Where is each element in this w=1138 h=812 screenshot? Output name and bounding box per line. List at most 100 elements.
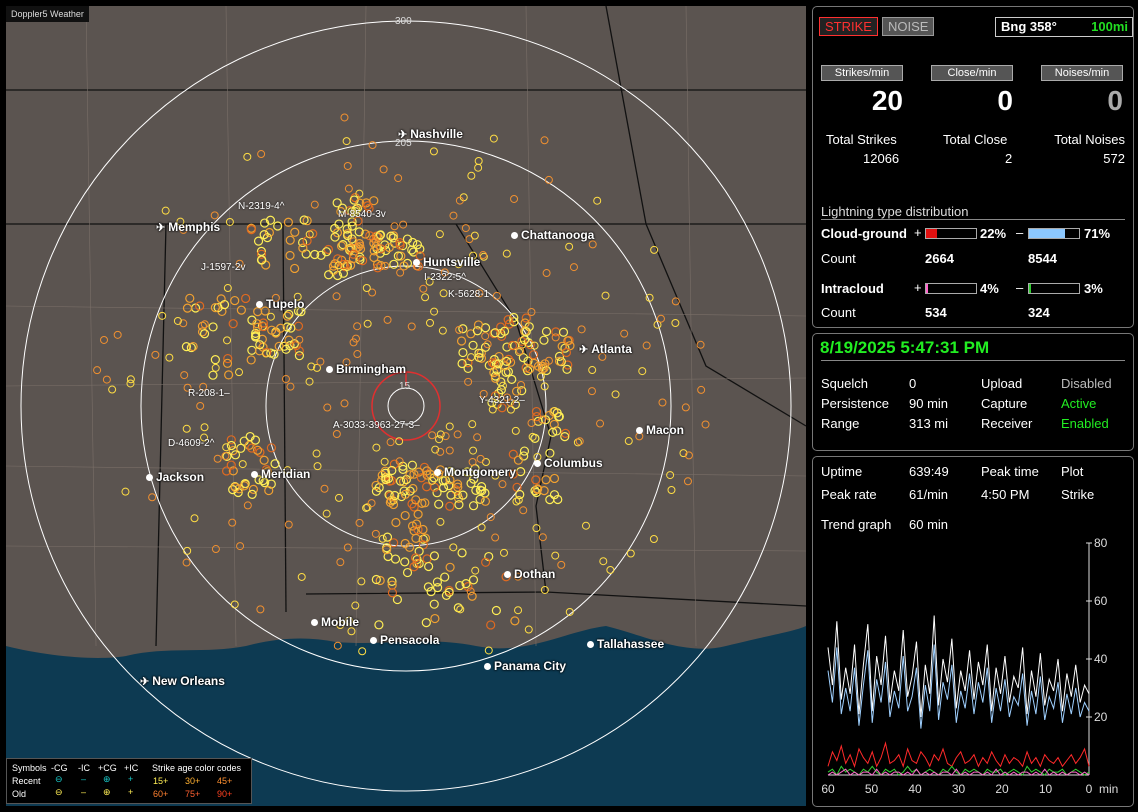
strike-marker <box>298 243 308 253</box>
noise-mode-button[interactable]: NOISE <box>882 17 935 36</box>
strike-marker <box>297 572 306 581</box>
strike-marker <box>293 292 302 301</box>
strike-marker <box>501 367 511 377</box>
strike-marker <box>428 476 437 485</box>
strike-marker <box>350 207 360 217</box>
strike-marker <box>267 325 277 335</box>
strike-marker <box>558 327 569 337</box>
strike-marker <box>258 475 268 486</box>
city-chattanooga[interactable]: Chattanooga <box>511 228 594 242</box>
city-atlanta[interactable]: ✈ Atlanta <box>579 342 632 356</box>
strike-marker <box>509 317 519 327</box>
strike-marker <box>504 319 514 329</box>
city-pensacola[interactable]: Pensacola <box>370 633 439 647</box>
strike-marker <box>342 224 352 234</box>
city-memphis[interactable]: ✈ Memphis <box>156 220 220 234</box>
strike-marker <box>645 293 654 302</box>
strike-marker <box>266 479 276 489</box>
strike-marker <box>247 489 257 499</box>
strike-marker <box>620 329 629 338</box>
city-birmingham[interactable]: Birmingham <box>326 362 406 376</box>
strike-marker <box>355 189 364 198</box>
total-noises-value: 572 <box>1103 151 1125 166</box>
strike-marker <box>650 245 659 254</box>
strike-marker <box>349 237 358 246</box>
strike-marker <box>248 484 259 494</box>
trend-series-line <box>827 741 1090 768</box>
strike-marker <box>195 301 205 311</box>
current-datetime: 8/19/2025 5:47:31 PM <box>820 338 990 357</box>
receiver-status-value: Enabled <box>1061 416 1109 431</box>
city-jackson[interactable]: Jackson <box>146 470 204 484</box>
strike-marker <box>396 268 405 277</box>
city-huntsville[interactable]: Huntsville <box>413 255 480 269</box>
strike-marker <box>283 466 292 475</box>
strike-marker <box>666 471 675 480</box>
strikes-per-min-header[interactable]: Strikes/min <box>821 65 903 81</box>
city-label: Mobile <box>321 615 359 629</box>
strike-marker <box>407 322 416 331</box>
strike-marker <box>499 548 508 557</box>
city-panama-city[interactable]: Panama City <box>484 659 566 673</box>
storm-label: D-4609-2^ <box>168 438 215 449</box>
trend-graph-value[interactable]: 60 min <box>909 517 949 532</box>
city-new-orleans[interactable]: ✈ New Orleans <box>140 674 225 688</box>
city-macon[interactable]: Macon <box>636 423 684 437</box>
airport-icon: ✈ <box>579 344 589 356</box>
cg-positive-count: 2664 <box>925 251 954 266</box>
strike-marker <box>681 403 690 412</box>
strike-marker <box>336 558 345 567</box>
bearing-range-box[interactable]: Bng 358° 100mi <box>995 17 1133 37</box>
legend-symbols-label: Symbols <box>12 763 47 773</box>
noises-per-min-header[interactable]: Noises/min <box>1041 65 1123 81</box>
city-montgomery[interactable]: Montgomery <box>434 465 516 479</box>
strike-marker <box>531 475 541 485</box>
strike-marker <box>545 495 555 505</box>
strike-marker <box>422 470 432 480</box>
strike-marker <box>497 403 507 413</box>
close-per-min-header[interactable]: Close/min <box>931 65 1013 81</box>
city-meridian[interactable]: Meridian <box>251 467 310 481</box>
strike-marker <box>493 359 504 369</box>
plot-value[interactable]: Strike <box>1061 487 1095 502</box>
strike-marker <box>332 198 342 208</box>
strike-marker <box>200 423 209 432</box>
strike-marker <box>126 379 135 388</box>
strike-marker <box>286 323 296 333</box>
city-nashville[interactable]: ✈ Nashville <box>398 127 463 141</box>
strike-marker <box>449 543 458 552</box>
city-columbus[interactable]: Columbus <box>534 456 603 470</box>
city-tupelo[interactable]: Tupelo <box>256 297 304 311</box>
strike-marker <box>451 485 461 495</box>
strike-marker <box>541 326 552 337</box>
strike-marker <box>113 330 122 339</box>
trend-graph-label: Trend graph <box>821 517 892 532</box>
strike-marker <box>176 217 185 226</box>
close-per-min-value: 0 <box>997 85 1013 116</box>
strike-marker <box>472 326 483 336</box>
strike-marker <box>542 269 551 278</box>
strike-marker <box>431 445 440 454</box>
strike-marker <box>562 364 572 374</box>
x-tick-label: 60 <box>821 782 835 796</box>
x-tick-label: 30 <box>952 782 966 796</box>
city-dothan[interactable]: Dothan <box>504 567 555 581</box>
strike-marker <box>200 320 209 329</box>
strike-marker <box>491 533 500 542</box>
city-tallahassee[interactable]: Tallahassee <box>587 637 664 651</box>
strike-marker <box>490 371 501 381</box>
strike-marker <box>525 340 535 350</box>
strike-marker <box>436 447 445 456</box>
strike-marker <box>530 341 539 350</box>
strike-marker <box>624 437 633 446</box>
strike-mode-button[interactable]: STRIKE <box>819 17 878 36</box>
strike-marker <box>552 426 562 436</box>
strike-marker <box>390 222 399 231</box>
strike-marker <box>463 363 473 374</box>
strike-marker <box>601 291 610 300</box>
strike-marker <box>333 254 343 264</box>
receiver-label: Receiver <box>981 416 1033 431</box>
city-label: Meridian <box>261 467 311 481</box>
lightning-map[interactable]: Doppler5 Weather 300 205 15 ✈ Nashville ✈ M… <box>6 6 806 806</box>
city-mobile[interactable]: Mobile <box>311 615 359 629</box>
